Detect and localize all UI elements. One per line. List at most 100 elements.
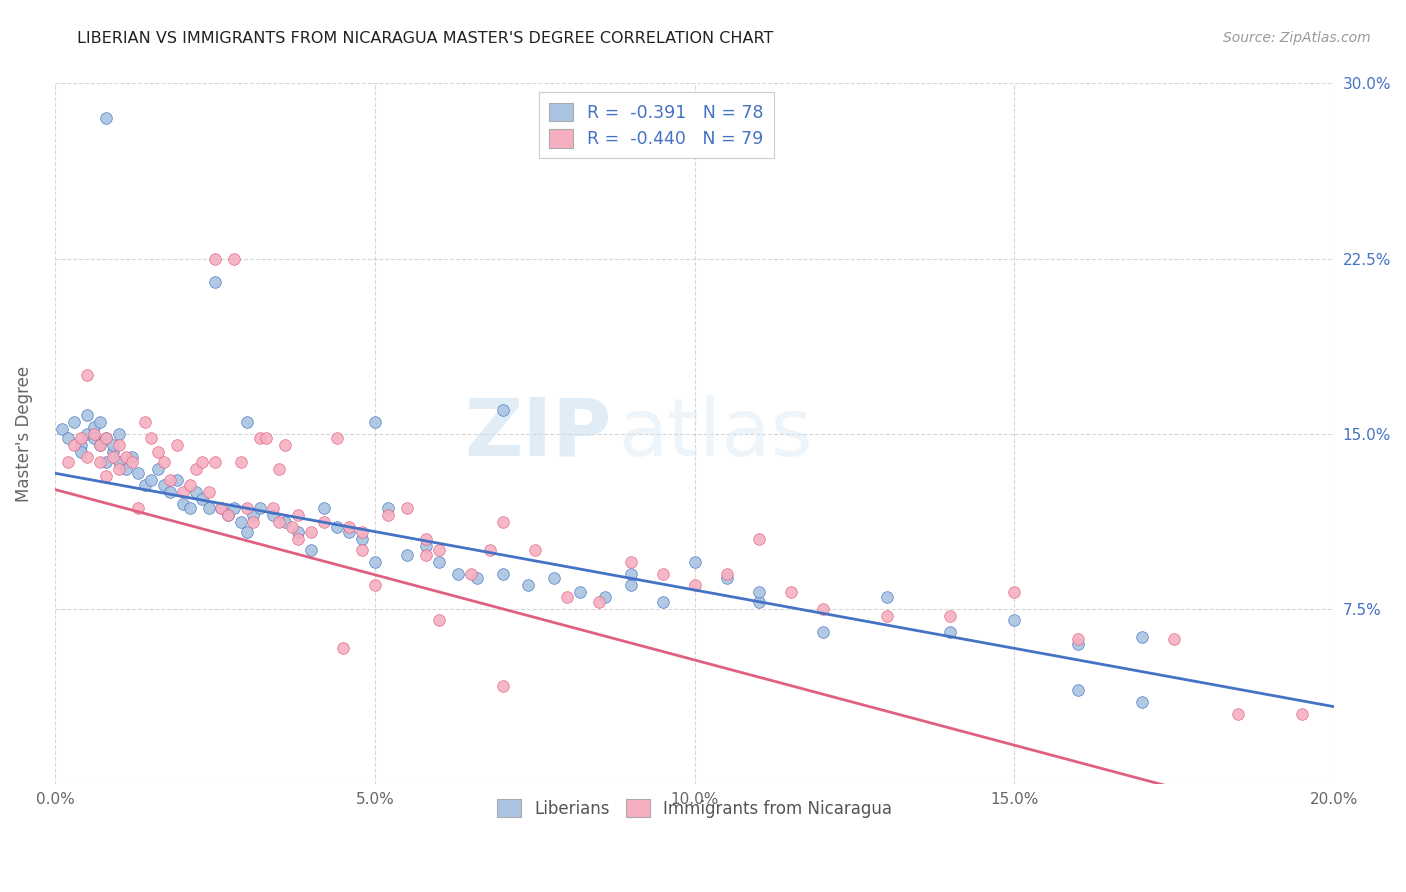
Point	[56, 431, 79, 445]
Point	[139, 431, 162, 445]
Point	[166, 438, 188, 452]
Point	[184, 461, 207, 475]
Point	[299, 524, 322, 539]
Point	[89, 438, 111, 452]
Point	[114, 461, 136, 475]
Point	[876, 590, 898, 604]
Point	[683, 555, 706, 569]
Point	[274, 438, 297, 452]
Point	[179, 478, 201, 492]
Point	[236, 415, 259, 429]
Text: LIBERIAN VS IMMIGRANTS FROM NICARAGUA MASTER'S DEGREE CORRELATION CHART: LIBERIAN VS IMMIGRANTS FROM NICARAGUA MA…	[77, 31, 773, 46]
Point	[939, 608, 962, 623]
Point	[96, 431, 118, 445]
Point	[76, 408, 98, 422]
Point	[76, 426, 98, 441]
Point	[83, 431, 105, 445]
Point	[197, 485, 219, 500]
Point	[172, 497, 194, 511]
Point	[121, 450, 143, 464]
Point	[179, 501, 201, 516]
Point	[242, 508, 264, 523]
Point	[114, 450, 136, 464]
Point	[281, 520, 304, 534]
Point	[427, 613, 450, 627]
Point	[427, 555, 450, 569]
Point	[166, 473, 188, 487]
Point	[249, 431, 271, 445]
Point	[108, 461, 131, 475]
Point	[254, 431, 277, 445]
Point	[939, 625, 962, 640]
Text: Source: ZipAtlas.com: Source: ZipAtlas.com	[1223, 31, 1371, 45]
Point	[325, 431, 347, 445]
Point	[274, 516, 297, 530]
Point	[134, 478, 156, 492]
Point	[217, 508, 239, 523]
Point	[460, 566, 482, 581]
Point	[465, 571, 488, 585]
Point	[211, 501, 233, 516]
Point	[352, 532, 374, 546]
Point	[153, 478, 176, 492]
Point	[1291, 706, 1313, 721]
Point	[121, 454, 143, 468]
Point	[197, 501, 219, 516]
Point	[1004, 585, 1026, 599]
Point	[51, 422, 73, 436]
Point	[101, 445, 124, 459]
Point	[364, 555, 387, 569]
Point	[204, 454, 226, 468]
Point	[492, 679, 515, 693]
Point	[620, 555, 643, 569]
Point	[76, 450, 98, 464]
Point	[229, 454, 252, 468]
Point	[262, 508, 284, 523]
Point	[415, 532, 437, 546]
Point	[146, 461, 169, 475]
Point	[96, 112, 118, 126]
Point	[262, 501, 284, 516]
Point	[517, 578, 540, 592]
Point	[89, 454, 111, 468]
Point	[69, 445, 91, 459]
Legend: Liberians, Immigrants from Nicaragua: Liberians, Immigrants from Nicaragua	[491, 792, 898, 824]
Point	[146, 445, 169, 459]
Point	[1130, 695, 1153, 709]
Point	[108, 426, 131, 441]
Point	[56, 454, 79, 468]
Point	[1163, 632, 1185, 646]
Point	[651, 595, 673, 609]
Point	[312, 501, 335, 516]
Point	[325, 520, 347, 534]
Point	[1067, 637, 1090, 651]
Point	[620, 578, 643, 592]
Point	[377, 508, 399, 523]
Point	[337, 524, 360, 539]
Point	[415, 539, 437, 553]
Point	[1067, 632, 1090, 646]
Point	[523, 543, 546, 558]
Point	[242, 516, 264, 530]
Point	[249, 501, 271, 516]
Point	[108, 438, 131, 452]
Point	[395, 501, 418, 516]
Point	[191, 491, 214, 506]
Point	[593, 590, 616, 604]
Point	[76, 368, 98, 383]
Point	[236, 524, 259, 539]
Point	[267, 516, 290, 530]
Point	[492, 403, 515, 417]
Point	[1227, 706, 1250, 721]
Point	[352, 543, 374, 558]
Point	[204, 252, 226, 266]
Point	[337, 520, 360, 534]
Point	[568, 585, 591, 599]
Point	[479, 543, 502, 558]
Point	[224, 501, 246, 516]
Point	[555, 590, 578, 604]
Point	[543, 571, 565, 585]
Point	[427, 543, 450, 558]
Point	[204, 275, 226, 289]
Point	[332, 641, 354, 656]
